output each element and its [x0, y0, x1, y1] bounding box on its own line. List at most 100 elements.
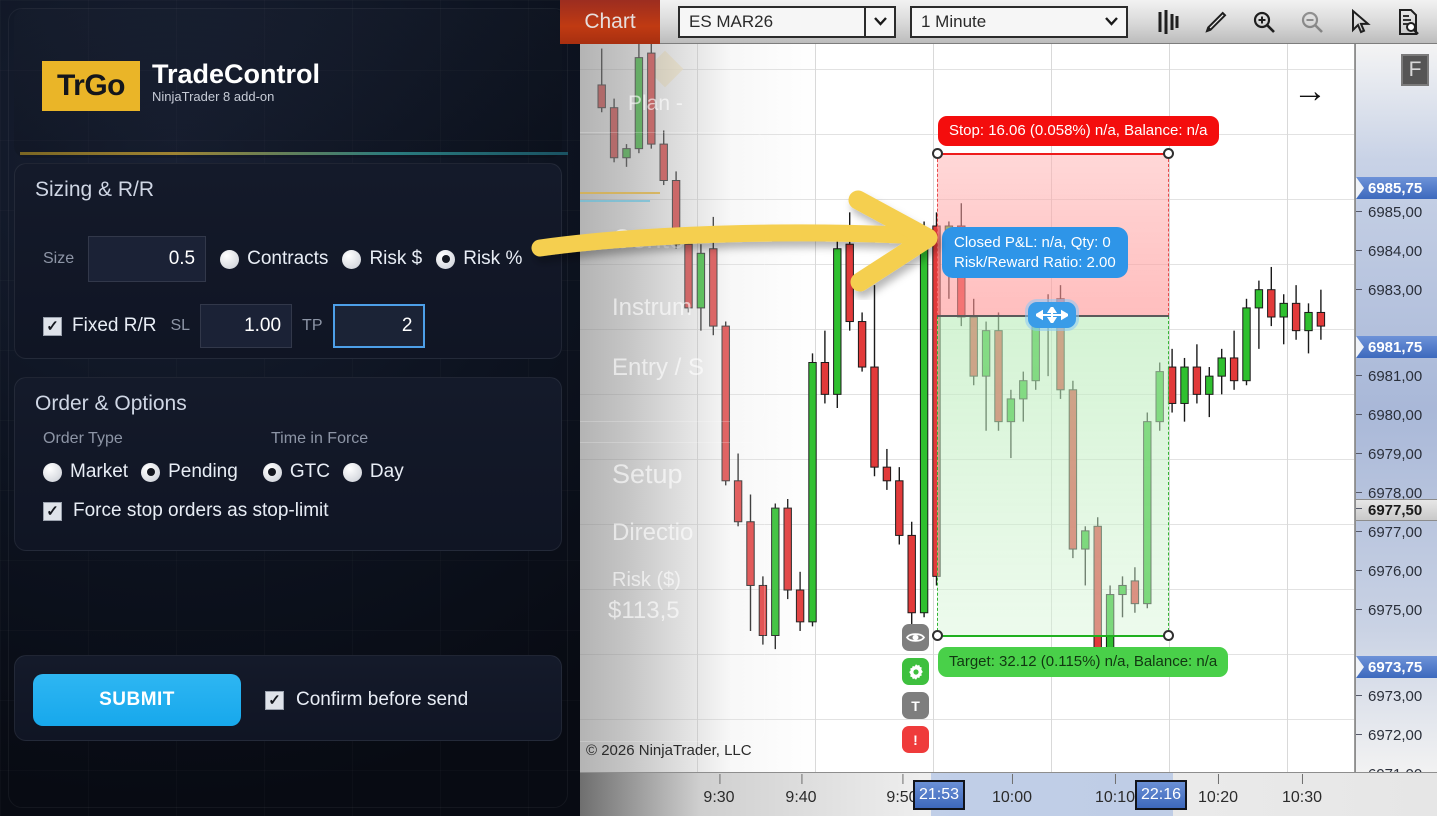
price-tick: 6980,00	[1356, 406, 1437, 424]
sl-input[interactable]: 1.00	[200, 304, 293, 348]
submit-button[interactable]: SUBMIT	[33, 674, 241, 726]
time-tick: 10:20	[1197, 774, 1239, 806]
size-input[interactable]: 0.5	[88, 236, 207, 282]
size-label: Size	[43, 250, 75, 267]
label-risk-dollar: Risk $	[369, 248, 423, 269]
time-tick: 10:30	[1281, 774, 1323, 806]
fixed-rr-label: Fixed R/R	[72, 315, 157, 336]
radio-pending[interactable]	[141, 462, 161, 482]
order-type-row: Market Pending GTC Day	[43, 461, 404, 483]
candlestick-icon[interactable]	[1144, 0, 1192, 44]
reward-zone	[937, 316, 1169, 636]
price-axis[interactable]: F 6985,75 6985,00 6984,00 6983,00 6981,75 698…	[1355, 44, 1437, 772]
target-tag[interactable]: Target: 32.12 (0.115%) n/a, Balance: n/a	[938, 647, 1229, 677]
time-selection-band[interactable]	[931, 773, 1173, 816]
size-row: Size 0.5 Contracts Risk $ Risk %	[43, 236, 522, 282]
order-type-pending[interactable]: Pending	[141, 461, 238, 483]
interval-selector[interactable]: 1 Minute	[910, 5, 1128, 38]
confirm-before-send-row[interactable]: ✓ Confirm before send	[265, 689, 468, 711]
price-tick: 6972,00	[1356, 726, 1437, 744]
zoom-in-icon[interactable]	[1240, 0, 1288, 44]
chart-tool-buttons: T !	[902, 624, 929, 753]
radio-risk-percent[interactable]	[436, 249, 456, 269]
sidebar-frame	[8, 8, 568, 808]
move-horizontal-icon[interactable]	[1028, 302, 1076, 328]
text-tool-icon[interactable]: T	[902, 692, 929, 719]
copyright-text: © 2026 NinjaTrader, LLC	[586, 742, 752, 759]
time-tick: 10:00	[991, 774, 1033, 806]
target-handle-right[interactable]	[1163, 630, 1174, 641]
gear-icon[interactable]	[902, 658, 929, 685]
order-subheadings: Order Type Time in Force	[43, 430, 368, 448]
price-tick: 6971,00	[1356, 765, 1437, 773]
pnl-info-tag[interactable]: Closed P&L: n/a, Qty: 0 Risk/Reward Rati…	[942, 227, 1128, 278]
label-day: Day	[369, 461, 404, 482]
tif-day[interactable]: Day	[342, 461, 404, 483]
radio-risk-dollar[interactable]	[342, 249, 362, 269]
radio-gtc[interactable]	[262, 462, 282, 482]
trgo-logo: TrGo	[42, 61, 140, 111]
time-selection-marker[interactable]: 22:16	[1135, 780, 1188, 810]
stop-tag[interactable]: Stop: 16.06 (0.058%) n/a, Balance: n/a	[938, 116, 1219, 146]
force-stop-label: Force stop orders as stop-limit	[73, 500, 329, 521]
interval-value: 1 Minute	[921, 11, 987, 31]
confirm-before-send-label: Confirm before send	[296, 689, 469, 710]
tp-input[interactable]: 2	[332, 304, 425, 348]
eye-icon[interactable]	[902, 624, 929, 651]
stop-line[interactable]	[937, 153, 1169, 155]
chart-area: Stop: 16.06 (0.058%) n/a, Balance: n/a T…	[580, 44, 1437, 816]
brand-divider	[20, 152, 568, 155]
radio-market[interactable]	[43, 462, 62, 482]
price-tick: 6973,00	[1356, 687, 1437, 705]
radio-day[interactable]	[342, 462, 362, 482]
sl-label: SL	[170, 317, 191, 334]
brand-header: TrGo TradeControl NinjaTrader 8 add-on	[14, 8, 562, 158]
force-stop-row[interactable]: ✓ Force stop orders as stop-limit	[43, 500, 329, 522]
order-type-market[interactable]: Market	[43, 461, 128, 483]
chart-plot[interactable]: Stop: 16.06 (0.058%) n/a, Balance: n/a T…	[580, 44, 1355, 772]
price-tick: 6978,00	[1356, 484, 1437, 502]
tif-gtc[interactable]: GTC	[262, 461, 330, 483]
price-tick: 6981,00	[1356, 367, 1437, 385]
confirm-before-send-checkbox[interactable]: ✓	[265, 690, 284, 710]
price-tick: 6985,75	[1356, 177, 1437, 199]
chart-toolbar: Chart ES MAR26 1 Minute	[560, 0, 1437, 44]
price-tick: 6977,50	[1356, 499, 1437, 521]
f-badge[interactable]: F	[1401, 54, 1429, 86]
fixed-rr-checkbox[interactable]: ✓	[43, 316, 62, 336]
price-tick: 6985,00	[1356, 203, 1437, 221]
instrument-selector[interactable]: ES MAR26	[678, 5, 896, 38]
mode-option-risk-percent[interactable]: Risk %	[436, 248, 522, 270]
chart-tab[interactable]: Chart	[560, 0, 660, 44]
label-risk-percent: Risk %	[463, 248, 523, 269]
price-tick: 6979,00	[1356, 445, 1437, 463]
price-tick: 6981,75	[1356, 336, 1437, 358]
cursor-pointer-icon[interactable]	[1336, 0, 1384, 44]
time-selection-marker[interactable]: 21:53	[913, 780, 966, 810]
target-handle-left[interactable]	[932, 630, 943, 641]
pencil-icon[interactable]	[1192, 0, 1240, 44]
label-market: Market	[70, 461, 129, 482]
tif-heading: Time in Force	[271, 430, 369, 447]
mode-option-contracts[interactable]: Contracts	[220, 248, 328, 270]
stop-handle-left[interactable]	[932, 148, 943, 159]
alert-icon[interactable]: !	[902, 726, 929, 753]
time-axis[interactable]: 9:30 9:40 9:50 10:00 10:10 10:20 10:30 21:53 22:…	[580, 772, 1437, 816]
force-stop-checkbox[interactable]: ✓	[43, 501, 62, 521]
time-tick: 10:10	[1094, 774, 1136, 806]
target-line[interactable]	[937, 635, 1169, 637]
price-tick: 6983,00	[1356, 281, 1437, 299]
document-search-icon[interactable]	[1384, 0, 1432, 44]
app-title: TradeControl	[152, 59, 321, 89]
chevron-down-icon[interactable]	[864, 7, 894, 36]
radio-contracts[interactable]	[220, 249, 240, 269]
price-tick: 6975,00	[1356, 601, 1437, 619]
zoom-out-icon[interactable]	[1288, 0, 1336, 44]
order-options-panel: Order & Options Order Type Time in Force…	[14, 377, 562, 551]
label-contracts: Contracts	[247, 248, 329, 269]
mode-option-risk-dollar[interactable]: Risk $	[342, 248, 422, 270]
price-tick: 6976,00	[1356, 562, 1437, 580]
pnl-line-2: Risk/Reward Ratio: 2.00	[954, 253, 1116, 271]
chevron-down-icon-interval[interactable]	[1096, 8, 1126, 36]
stop-handle-right[interactable]	[1163, 148, 1174, 159]
